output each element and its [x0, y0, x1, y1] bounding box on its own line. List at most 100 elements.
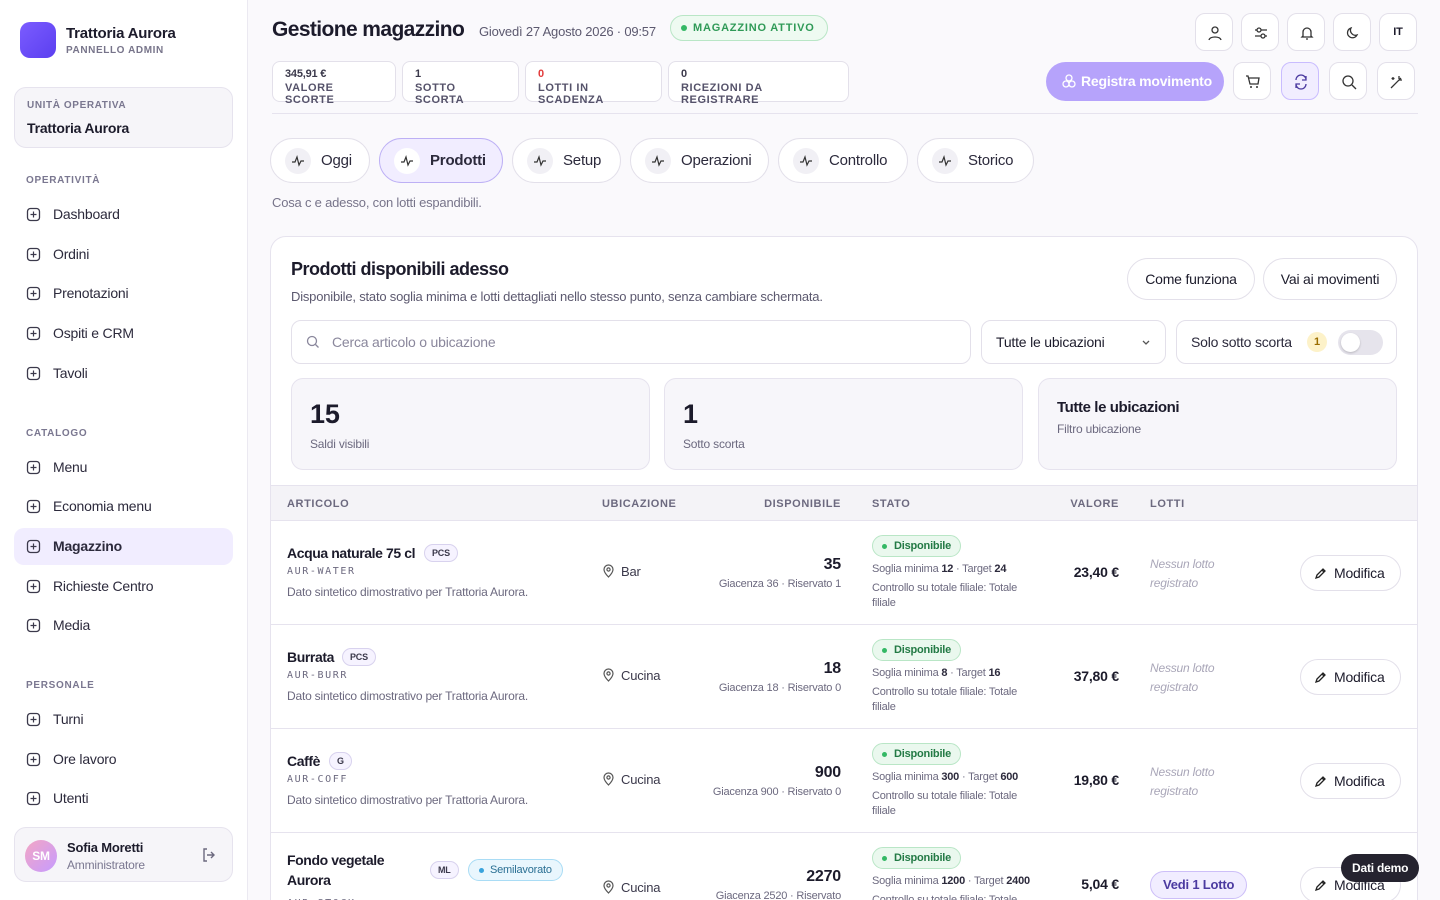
panel-title: Prodotti disponibili adesso: [291, 259, 509, 279]
target-label: · Target: [967, 875, 1004, 887]
tab[interactable]: Setup: [512, 138, 621, 183]
icon-shape: [26, 460, 41, 474]
nav-label: Magazzino: [53, 537, 122, 554]
status-pill: Disponibile: [872, 743, 962, 765]
nav-item[interactable]: Ospiti e CRM: [14, 315, 233, 352]
tab[interactable]: Storico: [917, 138, 1034, 183]
nav-item[interactable]: Richieste Centro: [14, 568, 233, 605]
moves-button[interactable]: Vai ai movimenti: [1263, 258, 1397, 300]
stock-detail: Giacenza 18 · Riservato 0: [718, 682, 841, 694]
icon-shape: [26, 712, 41, 727]
icon: [26, 287, 41, 301]
icon: [1246, 75, 1260, 88]
kpi-label: RICEZIONI DA REGISTRARE: [681, 82, 763, 106]
profile-button[interactable]: [1195, 13, 1233, 51]
tab[interactable]: Oggi: [270, 138, 370, 183]
nav-item[interactable]: Economia menu: [14, 488, 233, 525]
nav-item[interactable]: Turni: [14, 701, 233, 738]
icon: [26, 500, 41, 514]
nav-item[interactable]: Menu: [14, 449, 233, 486]
date-time: Giovedì 27 Agosto 2026 · 09:57: [479, 24, 656, 39]
how-button[interactable]: Come funziona: [1127, 258, 1255, 300]
nav-label: Prenotazioni: [53, 285, 129, 302]
nav-item[interactable]: Media: [14, 607, 233, 644]
tab-icon: [292, 155, 304, 167]
icon: [1342, 75, 1357, 90]
tab[interactable]: Controllo: [778, 138, 908, 183]
brand-subtitle: PANNELLO ADMIN: [66, 45, 164, 56]
magic-button[interactable]: [1377, 62, 1415, 100]
stock-detail: Giacenza 900 · Riservato 0: [712, 786, 841, 798]
edit-button[interactable]: Modifica: [1300, 555, 1401, 591]
icon-shape: [26, 752, 41, 766]
threshold-label: Soglia minima: [872, 667, 939, 679]
tab-icon: [401, 155, 413, 167]
notifications-button[interactable]: [1287, 13, 1325, 51]
switch[interactable]: [1338, 330, 1383, 355]
brand-name: Trattoria Aurora: [66, 25, 176, 42]
tab-icon: [534, 155, 546, 167]
nav-item[interactable]: Ore lavoro: [14, 741, 233, 778]
nav-item[interactable]: Prenotazioni: [14, 275, 233, 312]
stock-detail: Giacenza 2520 · Riservato: [715, 890, 841, 900]
target-value: 600: [1000, 771, 1019, 783]
search-placeholder: Cerca articolo o ubicazione: [332, 334, 496, 350]
edit-label: Modifica: [1334, 669, 1385, 685]
lots-link[interactable]: Vedi 1 Lotto: [1150, 871, 1248, 899]
edit-icon: [1314, 880, 1326, 892]
summary-card: Tutte le ubicazioni Filtro ubicazione: [1038, 378, 1397, 470]
status-badge: MAGAZZINO ATTIVO: [670, 15, 828, 41]
target-label: · Target: [956, 563, 992, 575]
logout-icon[interactable]: [201, 847, 217, 863]
nav-item[interactable]: Ordini: [14, 236, 233, 273]
location-select[interactable]: Tutte le ubicazioni: [981, 320, 1166, 364]
tab-label: Prodotti: [430, 152, 486, 169]
search-input[interactable]: Cerca articolo o ubicazione: [291, 320, 971, 364]
search-button[interactable]: [1329, 62, 1367, 100]
user-box: SM Sofia Moretti Amministratore: [14, 827, 233, 882]
theme-button[interactable]: [1333, 13, 1371, 51]
card-title: Tutte le ubicazioni: [1057, 399, 1180, 416]
icon-shape: [606, 883, 611, 888]
tab-label: Controllo: [829, 152, 888, 169]
threshold-label: Soglia minima: [872, 771, 939, 783]
unit-selector[interactable]: UNITÀ OPERATIVA Trattoria Aurora: [14, 87, 233, 148]
tab-hint: Cosa c e adesso, con lotti espandibili.: [272, 195, 482, 210]
nav-item[interactable]: Dashboard: [14, 196, 233, 233]
low-stock-toggle[interactable]: Solo sotto scorta 1: [1176, 320, 1397, 364]
nav-item[interactable]: Magazzino: [14, 527, 233, 565]
icon-shape: [30, 543, 37, 550]
tab[interactable]: Operazioni: [630, 138, 769, 183]
table-row: Acqua naturale 75 cl PCS AUR-WATER Dato sin…: [271, 521, 1417, 625]
tab-label: Storico: [968, 152, 1014, 169]
icon-shape: [603, 564, 614, 578]
icon-shape: [26, 792, 41, 806]
tab-label: Operazioni: [681, 152, 752, 169]
target-label: · Target: [950, 667, 986, 679]
cart-button[interactable]: [1233, 62, 1271, 100]
icon-shape: [30, 583, 37, 590]
user-name: Sofia Moretti: [67, 840, 144, 855]
icon-shape: [1314, 776, 1326, 788]
icon-shape: [534, 155, 546, 167]
edit-button[interactable]: Modifica: [1300, 659, 1401, 695]
product-name: Acqua naturale 75 cl: [287, 545, 416, 561]
location: Bar: [603, 564, 641, 579]
edit-button[interactable]: Modifica: [1300, 763, 1401, 799]
edit-icon: [1314, 672, 1326, 684]
control-note: Controllo su totale filiale: Totale fili…: [872, 790, 1018, 817]
nav-label: Economia menu: [53, 498, 152, 515]
icon-shape: [30, 330, 37, 337]
nav-item[interactable]: Utenti: [14, 780, 233, 817]
icon-shape: [30, 622, 37, 629]
target-label: · Target: [961, 771, 998, 783]
nav-item[interactable]: Tavoli: [14, 355, 233, 392]
tab[interactable]: Prodotti: [379, 138, 503, 183]
register-button[interactable]: Registra movimento: [1046, 62, 1224, 101]
icon: [26, 579, 41, 593]
language-button[interactable]: IT: [1379, 13, 1417, 51]
unit-pill: ML: [430, 861, 459, 879]
refresh-button[interactable]: [1281, 62, 1319, 100]
settings-button[interactable]: [1241, 13, 1279, 51]
